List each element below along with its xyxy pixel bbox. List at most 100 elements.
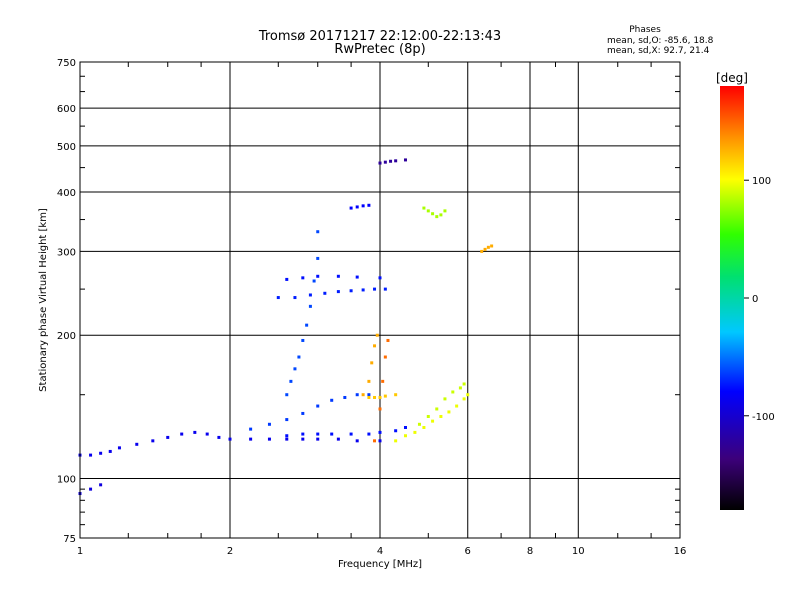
data-point (316, 432, 320, 436)
y-tick-label: 300 (57, 247, 76, 258)
data-point (480, 249, 484, 253)
data-point (228, 437, 232, 441)
colorbar-tick-label: 0 (752, 294, 758, 305)
data-point (285, 434, 289, 438)
data-point (426, 209, 430, 213)
data-point (383, 355, 387, 359)
data-point (343, 395, 347, 399)
data-point (367, 395, 371, 399)
x-tick-label: 8 (527, 546, 533, 557)
data-point (349, 432, 353, 436)
data-point (205, 432, 209, 436)
data-point (285, 277, 289, 281)
data-point (117, 446, 121, 450)
y-tick-label: 400 (57, 188, 76, 199)
data-point (289, 379, 293, 383)
data-point (378, 430, 382, 434)
x-tick-label: 2 (227, 546, 233, 557)
data-point (249, 437, 253, 441)
data-point (439, 213, 443, 217)
data-point (355, 439, 359, 443)
data-point (383, 394, 387, 398)
data-point (367, 379, 371, 383)
data-point (389, 159, 393, 163)
stats-heading: Phases (629, 25, 661, 35)
data-point (301, 276, 305, 280)
colorbar-scale (720, 86, 744, 510)
data-point (426, 414, 430, 418)
data-point (378, 395, 382, 399)
data-point (349, 289, 353, 293)
data-point (301, 338, 305, 342)
data-point (386, 338, 390, 342)
chart-title: Tromsø 20171217 22:12:00-22:13:43 (258, 29, 501, 44)
plot-frame (79, 61, 681, 539)
data-point (373, 287, 377, 291)
data-point (443, 209, 447, 213)
data-point (370, 361, 374, 365)
x-tick-label: 6 (465, 546, 471, 557)
data-point (373, 439, 377, 443)
data-point (276, 296, 280, 300)
data-point (99, 451, 103, 455)
data-point (394, 429, 398, 433)
data-point (285, 437, 289, 441)
data-point (89, 453, 93, 457)
data-point (378, 276, 382, 280)
y-axis-label: Stationary phase Virtual Height [km] (38, 208, 49, 392)
data-point (455, 404, 459, 408)
data-point (336, 274, 340, 278)
data-point (367, 203, 371, 207)
data-point (355, 393, 359, 397)
data-point (180, 432, 184, 436)
data-point (301, 411, 305, 415)
data-point (249, 427, 253, 431)
data-point (316, 437, 320, 441)
data-point (439, 414, 443, 418)
data-point (361, 393, 365, 397)
data-point (378, 407, 382, 411)
x-axis-ticks: 1 2 4 6 8 10 16 (77, 62, 687, 557)
data-point (431, 419, 435, 423)
data-point (375, 333, 379, 337)
x-tick-label: 10 (572, 546, 585, 557)
data-point (361, 288, 365, 292)
colorbar-tick-label: 100 (752, 176, 771, 187)
data-point (285, 418, 289, 422)
data-point (451, 390, 455, 394)
data-point (378, 439, 382, 443)
data-point (367, 393, 371, 397)
data-point (267, 437, 271, 441)
data-point (285, 393, 289, 397)
data-point (108, 449, 112, 453)
data-point (267, 422, 271, 426)
data-point (490, 244, 494, 248)
data-point (323, 291, 327, 295)
data-point (355, 275, 359, 279)
data-point (361, 204, 365, 208)
data-point (403, 158, 407, 162)
data-point (305, 323, 309, 327)
data-point (330, 398, 334, 402)
data-point (394, 393, 398, 397)
data-point (422, 425, 426, 429)
data-point (217, 435, 221, 439)
data-point (413, 430, 417, 434)
data-point (316, 404, 320, 408)
stats-x-line: mean, sd,X: 92.7, 21.4 (607, 46, 710, 56)
data-point (301, 432, 305, 436)
data-point (462, 382, 466, 386)
data-point (378, 161, 382, 165)
y-tick-label: 200 (57, 331, 76, 342)
data-point (301, 437, 305, 441)
data-point (373, 395, 377, 399)
data-point (330, 432, 334, 436)
data-point (336, 437, 340, 441)
x-tick-label: 16 (674, 546, 687, 557)
data-point (394, 439, 398, 443)
data-point (422, 206, 426, 210)
data-point (89, 487, 93, 491)
colorbar-label: [deg] (716, 71, 748, 85)
data-point (367, 432, 371, 436)
